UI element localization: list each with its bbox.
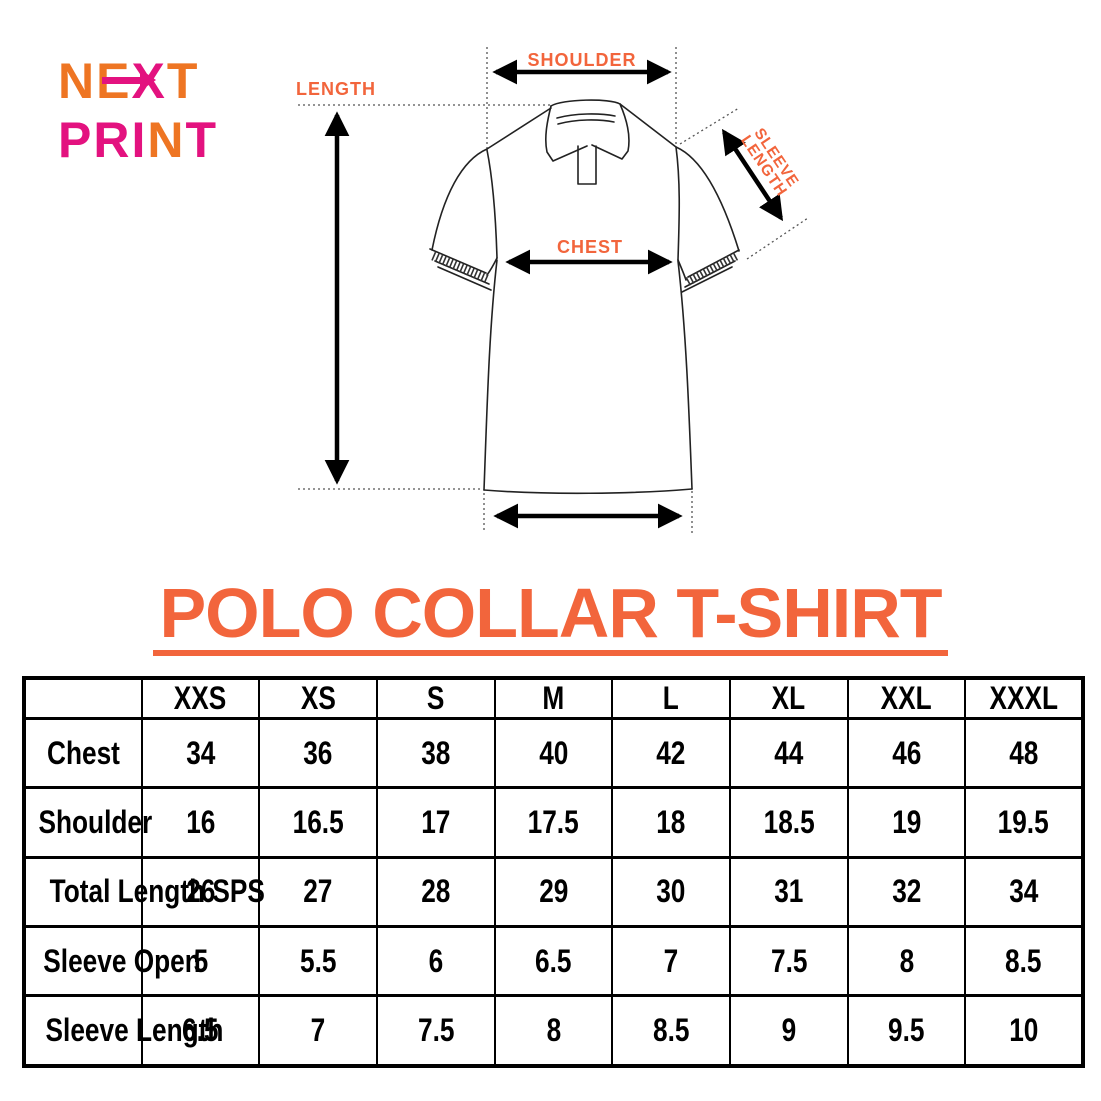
size-value-cell: 10 bbox=[964, 994, 1084, 1068]
size-value-cell: 48 bbox=[964, 716, 1084, 790]
size-value-cell: 32 bbox=[846, 855, 967, 928]
size-value-cell: 17 bbox=[375, 786, 496, 859]
size-value-cell: 19.5 bbox=[964, 786, 1084, 859]
polo-shirt-drawing bbox=[429, 99, 740, 495]
size-value-cell: 6.5 bbox=[140, 994, 261, 1068]
measurement-row-label: Total Length SPS bbox=[23, 855, 265, 928]
table-row: Total Length SPS 26 27 28 29 30 31 32 34 bbox=[23, 855, 1084, 928]
size-value-cell: 26 bbox=[140, 855, 261, 928]
size-value-cell: 6 bbox=[375, 924, 496, 998]
guide-lines bbox=[298, 47, 809, 533]
size-table: XXS XS S M L XL XXL XXXL Chest 34 36 38 40 42 44 46 48 S… bbox=[22, 676, 1085, 1068]
size-column-header: S bbox=[375, 676, 496, 720]
sleeve-length-label: SLEEVE LENGTH bbox=[737, 125, 802, 200]
arrow-icon bbox=[102, 77, 142, 84]
logo-letter: T bbox=[185, 112, 219, 168]
size-value-cell: 7.5 bbox=[375, 994, 496, 1068]
size-value-cell: 18.5 bbox=[728, 786, 849, 859]
measurement-row-label: Chest bbox=[23, 716, 143, 790]
size-value-cell: 34 bbox=[964, 855, 1084, 928]
cuff-rib-texture bbox=[431, 251, 739, 286]
chest-label: CHEST bbox=[557, 237, 623, 257]
logo-letter: R bbox=[93, 112, 132, 168]
measurement-row-label: Sleeve Open bbox=[23, 924, 201, 998]
size-value-cell: 36 bbox=[258, 716, 378, 790]
size-value-cell: 5 bbox=[140, 924, 261, 998]
logo-letter: N bbox=[147, 112, 186, 168]
size-value-cell: 16 bbox=[140, 786, 261, 859]
brand-logo: NEXT PRINT bbox=[58, 56, 218, 165]
logo-letter: N bbox=[58, 53, 97, 109]
size-value-cell: 8.5 bbox=[964, 924, 1084, 998]
title-row: POLO COLLAR T-SHIRT bbox=[0, 578, 1101, 656]
size-column-header: XXL bbox=[846, 676, 967, 720]
size-value-cell: 28 bbox=[375, 855, 496, 928]
size-table-head: XXS XS S M L XL XXL XXXL bbox=[23, 676, 1084, 720]
measurement-arrows bbox=[324, 59, 784, 529]
size-value-cell: 9.5 bbox=[846, 994, 967, 1068]
measurement-row-label: Shoulder bbox=[23, 786, 152, 859]
measurement-row-label: Sleeve Length bbox=[23, 994, 223, 1068]
length-label: LENGTH bbox=[296, 79, 376, 99]
page-title: POLO COLLAR T-SHIRT bbox=[153, 578, 948, 656]
size-value-cell: 9 bbox=[728, 994, 849, 1068]
logo-letter: I bbox=[131, 112, 148, 168]
size-value-cell: 38 bbox=[375, 716, 496, 790]
size-value-cell: 40 bbox=[493, 716, 614, 790]
logo-letter: P bbox=[58, 112, 94, 168]
size-column-header: XS bbox=[258, 676, 378, 720]
measurement-diagram: LENGTH SHOULDER CHEST SLEEVE LENGTH bbox=[296, 47, 809, 533]
size-value-cell: 42 bbox=[611, 716, 731, 790]
size-value-cell: 18 bbox=[611, 786, 731, 859]
sleeve-length-arrow bbox=[721, 128, 784, 222]
table-row: Sleeve Length 6.5 7 7.5 8 8.5 9 9.5 10 bbox=[23, 994, 1084, 1068]
size-value-cell: 7.5 bbox=[728, 924, 849, 998]
size-value-cell: 44 bbox=[728, 716, 849, 790]
size-column-header: M bbox=[493, 676, 614, 720]
size-value-cell: 46 bbox=[846, 716, 967, 790]
corner-cell bbox=[23, 676, 143, 720]
size-value-cell: 27 bbox=[258, 855, 378, 928]
size-value-cell: 7 bbox=[611, 924, 731, 998]
size-value-cell: 7 bbox=[258, 994, 378, 1068]
shoulder-label: SHOULDER bbox=[527, 50, 636, 70]
size-value-cell: 30 bbox=[611, 855, 731, 928]
size-value-cell: 8 bbox=[846, 924, 967, 998]
logo-word-next: NEXT bbox=[58, 56, 218, 106]
arrow-head-icon bbox=[140, 69, 156, 91]
size-column-header: XL bbox=[728, 676, 849, 720]
size-value-cell: 8.5 bbox=[611, 994, 731, 1068]
size-value-cell: 31 bbox=[728, 855, 849, 928]
size-column-header: XXS bbox=[140, 676, 261, 720]
size-column-header: XXXL bbox=[964, 676, 1084, 720]
table-row: Shoulder 16 16.5 17 17.5 18 18.5 19 19.5 bbox=[23, 786, 1084, 859]
size-value-cell: 5.5 bbox=[258, 924, 378, 998]
size-value-cell: 16.5 bbox=[258, 786, 378, 859]
logo-letter: T bbox=[166, 53, 200, 109]
size-value-cell: 17.5 bbox=[493, 786, 614, 859]
size-table-body: Chest 34 36 38 40 42 44 46 48 Shoulder 16 16.5 17 17.… bbox=[23, 716, 1084, 1068]
size-value-cell: 19 bbox=[846, 786, 967, 859]
size-value-cell: 29 bbox=[493, 855, 614, 928]
size-value-cell: 8 bbox=[493, 994, 614, 1068]
size-header-row: XXS XS S M L XL XXL XXXL bbox=[23, 676, 1084, 720]
size-value-cell: 6.5 bbox=[493, 924, 614, 998]
table-row: Sleeve Open 5 5.5 6 6.5 7 7.5 8 8.5 bbox=[23, 924, 1084, 998]
size-value-cell: 34 bbox=[140, 716, 261, 790]
logo-word-print: PRINT bbox=[58, 115, 218, 165]
size-column-header: L bbox=[611, 676, 731, 720]
table-row: Chest 34 36 38 40 42 44 46 48 bbox=[23, 716, 1084, 790]
